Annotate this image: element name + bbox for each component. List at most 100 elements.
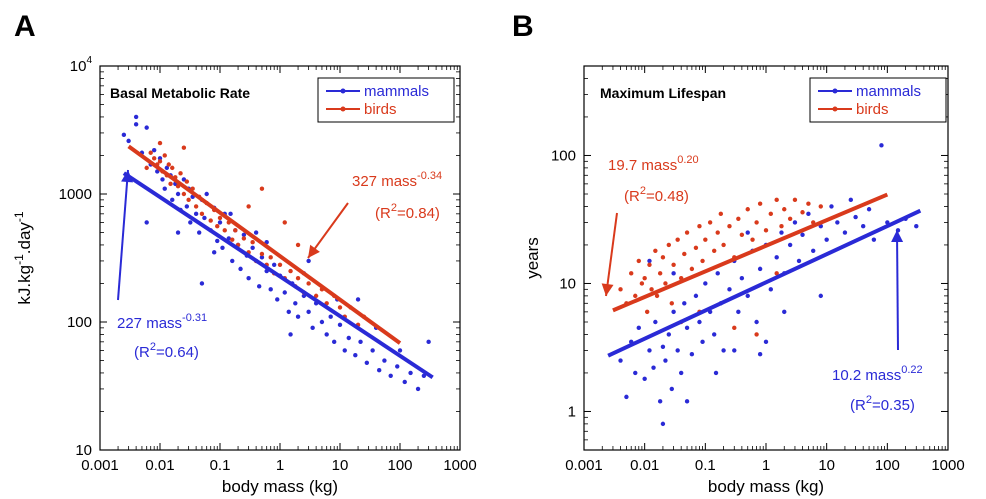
panel-a-mammals-point: [408, 370, 413, 376]
panel-a-birds-point: [148, 150, 153, 155]
panel-a-mammals-point: [199, 281, 205, 286]
panel-b-birds-point: [711, 248, 717, 253]
panel-a-mammals-point: [121, 132, 127, 138]
panel-a-mammals-point: [358, 339, 363, 345]
panel-b-mammals-point: [624, 394, 629, 400]
panel-a-mammals-point: [259, 255, 265, 260]
panel-b-legend-label-mammals: mammals: [856, 83, 921, 100]
panel-a-mammals-fit-equation: 227 mass-0.31: [117, 312, 207, 332]
panel-b-birds-point: [633, 293, 638, 299]
panel-a-mammals-point: [319, 319, 325, 325]
panel-b-mammals-point: [914, 224, 919, 229]
panel-b-birds-point: [682, 251, 687, 257]
panel-b-mammals-point: [675, 348, 680, 353]
panel-b-mammals-point: [860, 224, 866, 229]
panel-b-mammals-point: [774, 255, 779, 260]
panel-a-x-tick-label: 1: [276, 457, 284, 474]
panel-a-mammals-point: [306, 258, 311, 264]
panel-a-mammals-point: [310, 325, 315, 331]
panel-a-mammals-point: [376, 368, 382, 373]
panel-b-mammals-point: [660, 421, 666, 427]
panel-b-y-axis-label: years: [523, 237, 542, 279]
panel-b-birds-point: [768, 211, 774, 217]
panel-a-mammals-point: [337, 322, 343, 328]
panel-a-birds-point: [295, 275, 301, 281]
panel-a-y-tick-label: 104: [70, 55, 93, 75]
panel-a-birds-point: [144, 165, 149, 171]
panel-b-mammals-point: [715, 271, 720, 276]
panel-a-birds-point: [246, 204, 251, 209]
panel-b-mammals-point: [787, 242, 793, 248]
panel-a-legend-box: [317, 77, 455, 123]
panel-a-mammals-point: [220, 245, 225, 250]
panel-b-birds-point: [636, 258, 641, 264]
panel-b-y-tick-label: 100: [551, 147, 576, 164]
panel-b-birds-point: [649, 287, 654, 292]
panel-a-mammals-point: [355, 297, 361, 302]
panel-b-mammals-point: [732, 348, 737, 353]
panel-a-y-tick-label: 10: [75, 442, 92, 459]
panel-a-mammals-fit-line: [122, 171, 434, 380]
panel-a-mammals-point: [397, 348, 403, 353]
panel-a-birds-point: [230, 237, 235, 242]
panel-a-x-tick-label: 1000: [443, 457, 476, 474]
panel-b-birds-point: [660, 255, 666, 260]
panel-b-birds-point: [754, 332, 759, 337]
panel-a-x-tick-label: 100: [387, 457, 412, 474]
panel-b-x-tick-label: 0.1: [695, 457, 716, 474]
panel-b-chart-title: Maximum Lifespan: [600, 85, 726, 101]
panel-a-y-axis-label: kJ.kg-1.day-1: [12, 211, 34, 304]
panel-a-birds-point: [178, 171, 183, 176]
panel-a-birds-point: [288, 268, 293, 274]
panel-a-birds-point: [181, 191, 187, 197]
panel-a-mammals-point: [188, 220, 193, 225]
panel-a-birds-point: [282, 220, 287, 225]
panel-a-birds-point: [241, 236, 247, 241]
panel-a-birds-point: [277, 262, 283, 267]
panel-b-y-tick-label: 1: [568, 403, 576, 420]
panel-b-birds-annotation-arrow: [605, 212, 618, 297]
panel-b-birds-point: [774, 197, 779, 203]
panel-b-x-axis-label: body mass (kg): [708, 477, 824, 496]
panel-b-mammals-point: [669, 386, 674, 392]
panel-a-mammals-point: [342, 348, 347, 353]
panel-b-x-tick-label: 0.001: [565, 457, 603, 474]
panel-a-birds-point: [208, 218, 213, 223]
panel-b-mammals-fit-line: [607, 208, 922, 358]
panel-a-mammals-point: [228, 211, 233, 217]
panel-a-mammals-point: [271, 262, 277, 267]
panel-a-y-tick-label: 1000: [59, 186, 92, 203]
panel-b-legend-box: [809, 77, 947, 123]
panel-a-mammals-point: [346, 335, 351, 341]
panel-a-mammals-point: [126, 138, 131, 144]
panel-a-mammals-point: [388, 373, 393, 378]
panel-b-birds-point: [653, 248, 658, 253]
panel-a-birds-point: [222, 228, 227, 233]
panel-b-mammals-point: [792, 220, 798, 225]
panel-b-mammals-point: [745, 230, 750, 235]
panel-b-mammals-point: [739, 275, 745, 281]
panel-b-birds-point: [727, 224, 732, 229]
panel-a-mammals-point: [211, 250, 217, 255]
panel-a-mammals-point: [268, 287, 273, 292]
panel-a-x-tick-label: 0.001: [81, 457, 119, 474]
panel-b-mammals-point: [848, 197, 854, 203]
panel-b-mammals-point: [842, 230, 848, 235]
panel-b-plot-frame: [583, 65, 949, 451]
panel-b-birds-point: [792, 197, 798, 203]
panel-a-mammals-point: [215, 238, 220, 244]
panel-b-birds-point: [779, 224, 784, 229]
panel-b-birds-fit-equation: 19.7 mass0.20: [608, 154, 699, 174]
panel-b-birds-annotation-arrowhead: [601, 283, 614, 296]
panel-a-birds-point: [306, 281, 311, 286]
panel-b-mammals-point: [633, 370, 638, 376]
panel-b-mammals-point: [618, 358, 623, 363]
panel-b-birds-point: [618, 287, 623, 292]
panel-b-birds-point: [721, 242, 726, 248]
panel-b-mammals-point: [879, 143, 884, 148]
panel-b-mammals-point: [763, 339, 769, 345]
panel-b-mammals-annotation-arrow: [896, 229, 899, 351]
panel-a-birds-point: [337, 305, 343, 310]
panel-a-x-axis-label: body mass (kg): [222, 477, 338, 496]
panel-b-birds-point: [782, 207, 787, 212]
